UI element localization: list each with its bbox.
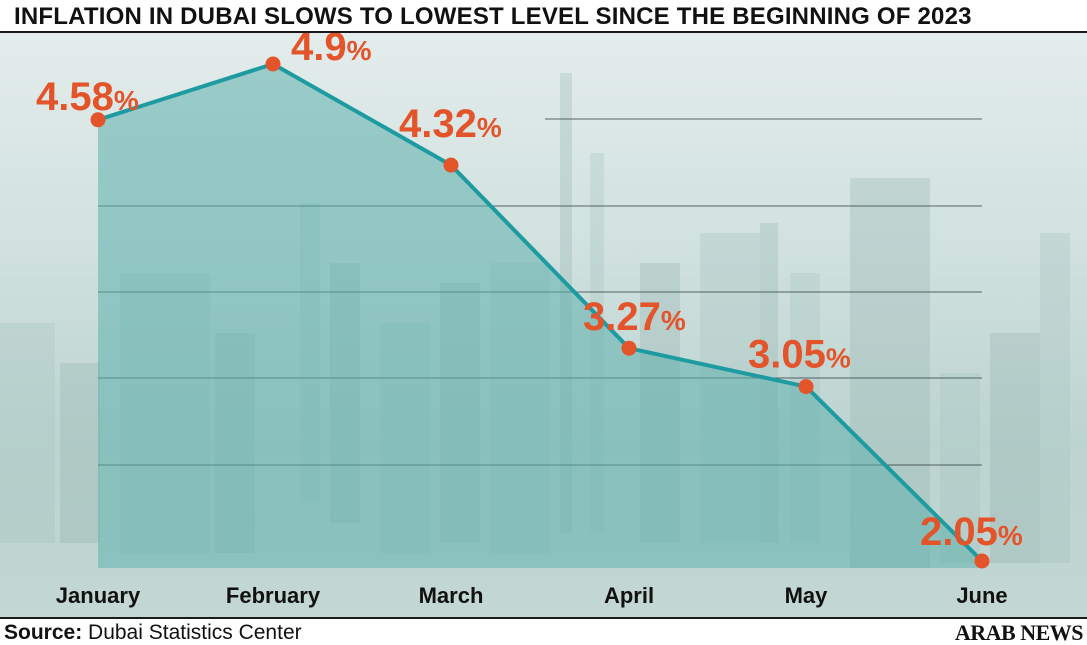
data-label-value: 2.05 xyxy=(920,510,998,554)
x-tick-label: March xyxy=(419,583,484,608)
data-label: 4.58% xyxy=(36,75,139,119)
marker-layer xyxy=(90,56,990,569)
line-layer xyxy=(96,62,984,563)
data-label: 2.05% xyxy=(920,510,1023,554)
data-point xyxy=(443,157,459,173)
data-label-unit: % xyxy=(114,85,139,116)
chart-area: 4.58% 4.9% 4.32% 3.27% 3.05% 2.05% January Feb… xyxy=(0,33,1087,617)
data-label: 3.05% xyxy=(748,333,851,377)
chart-svg: 4.58%4.9%4.32%3.27%3.05%2.05% January Feb… xyxy=(0,33,1087,617)
series-area xyxy=(98,64,982,568)
data-label-unit: % xyxy=(477,112,502,143)
data-label-unit: % xyxy=(347,35,372,66)
series-line xyxy=(96,62,984,563)
x-tick-label: January xyxy=(56,583,141,608)
data-label-value: 4.9 xyxy=(291,33,347,69)
data-label-value: 3.27 xyxy=(583,295,661,339)
data-point xyxy=(798,379,814,395)
data-point xyxy=(265,56,281,72)
x-tick-label: May xyxy=(785,583,829,608)
area-layer xyxy=(98,64,982,568)
footer: Source: Dubai Statistics Center ARAB NEW… xyxy=(0,617,1087,645)
data-label-unit: % xyxy=(826,343,851,374)
data-label-value: 4.58 xyxy=(36,75,114,119)
data-label-value: 3.05 xyxy=(748,333,826,377)
data-label: 4.32% xyxy=(399,102,502,146)
data-label: 3.27% xyxy=(583,295,686,339)
data-point xyxy=(90,112,106,128)
data-label-unit: % xyxy=(998,520,1023,551)
x-axis-ticks: January February March April May June xyxy=(56,583,1008,608)
source-note: Source: Dubai Statistics Center xyxy=(4,621,302,645)
data-point xyxy=(621,340,637,356)
data-label: 4.9% xyxy=(291,33,372,69)
x-tick-label: February xyxy=(226,583,321,608)
brand-logo: ARAB NEWS xyxy=(954,620,1084,645)
source-label: Source: xyxy=(4,621,83,644)
x-tick-label: June xyxy=(956,583,1007,608)
chart-title: INFLATION IN DUBAI SLOWS TO LOWEST LEVEL… xyxy=(14,3,972,30)
x-tick-label: April xyxy=(604,583,654,608)
source-text: Dubai Statistics Center xyxy=(82,621,302,644)
data-point xyxy=(974,553,990,569)
data-label-value: 4.32 xyxy=(399,102,477,146)
label-layer: 4.58%4.9%4.32%3.27%3.05%2.05% xyxy=(36,33,1023,554)
data-label-unit: % xyxy=(661,305,686,336)
title-bar: INFLATION IN DUBAI SLOWS TO LOWEST LEVEL… xyxy=(0,0,1087,33)
